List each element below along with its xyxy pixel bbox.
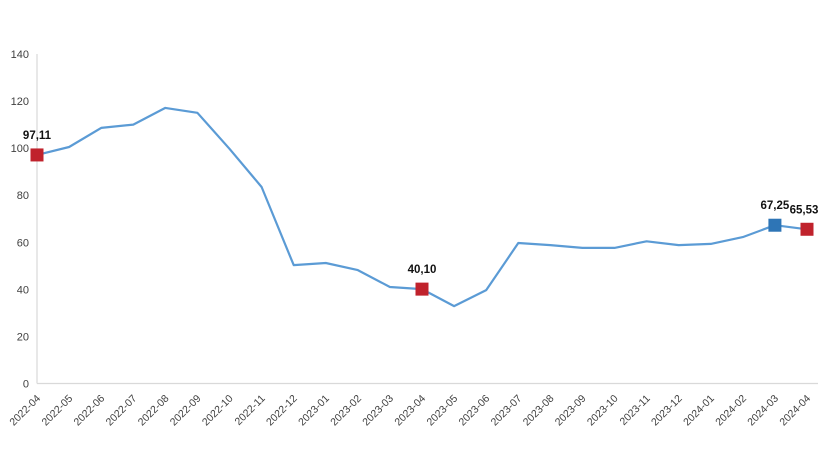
x-axis-tick-label: 2022-10 xyxy=(200,393,236,429)
x-axis-tick-label: 2023-10 xyxy=(585,393,621,429)
x-axis-tick-label: 2023-06 xyxy=(457,393,493,429)
y-axis-tick-label: 20 xyxy=(17,331,29,343)
y-axis-tick-label: 80 xyxy=(17,190,29,202)
x-axis-tick-label: 2023-02 xyxy=(328,393,364,429)
data-point-label: 65,53 xyxy=(790,204,819,216)
data-point-marker xyxy=(768,218,782,232)
data-point-marker xyxy=(30,148,44,162)
x-axis-tick-label: 2023-08 xyxy=(521,393,557,429)
x-axis-tick-label: 2023-07 xyxy=(489,393,525,429)
data-point-marker xyxy=(800,222,814,236)
x-axis-tick-label: 2023-05 xyxy=(424,393,460,429)
x-axis-tick-label: 2022-11 xyxy=(233,393,268,428)
y-axis-tick-label: 60 xyxy=(17,237,29,249)
x-axis-tick-label: 2022-08 xyxy=(136,393,172,429)
x-axis-tick-label: 2022-09 xyxy=(168,393,204,429)
y-axis-tick-label: 100 xyxy=(11,143,29,155)
series-line xyxy=(35,106,809,308)
x-axis-tick-label: 2022-06 xyxy=(72,393,108,429)
y-axis-tick-label: 0 xyxy=(23,379,29,391)
x-axis-tick-label: 2023-09 xyxy=(553,393,589,429)
x-axis-tick-label: 2024-04 xyxy=(777,393,813,429)
x-axis-tick-label: 2023-11 xyxy=(618,393,653,428)
x-axis-tick-label: 2023-12 xyxy=(649,393,685,429)
y-axis-tick-label: 120 xyxy=(11,96,29,108)
x-axis-tick-label: 2023-03 xyxy=(360,393,396,429)
data-point-marker xyxy=(415,282,429,296)
x-axis-tick-label: 2022-12 xyxy=(264,393,300,429)
data-point-label: 97,11 xyxy=(23,130,52,142)
x-axis-tick-label: 2022-04 xyxy=(7,393,43,429)
y-axis-tick-label: 40 xyxy=(17,284,29,296)
x-axis-tick-label: 2023-01 xyxy=(296,393,332,429)
x-axis-tick-label: 2024-01 xyxy=(681,393,717,429)
x-axis-tick-label: 2023-04 xyxy=(392,393,428,429)
x-axis-tick-label: 2022-05 xyxy=(39,393,75,429)
x-axis-tick-label: 2024-02 xyxy=(713,393,749,429)
y-axis-tick-label: 140 xyxy=(11,49,29,61)
data-point-label: 40,10 xyxy=(408,264,437,276)
x-axis-tick-label: 2024-03 xyxy=(745,393,781,429)
data-point-label: 67,25 xyxy=(761,200,790,212)
x-axis-tick-label: 2022-07 xyxy=(104,393,140,429)
